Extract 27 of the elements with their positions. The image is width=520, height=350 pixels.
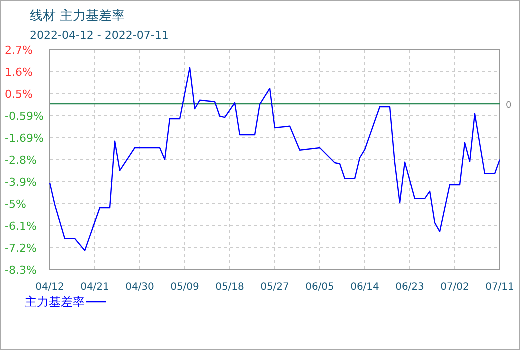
x-tick-label: 06/05 (306, 282, 334, 293)
x-tick-label: 07/02 (440, 282, 470, 293)
x-tick-label: 06/14 (350, 282, 380, 293)
x-tick-label: 07/11 (486, 282, 514, 293)
x-tick-label: 05/27 (260, 282, 290, 293)
x-tick-label: 04/21 (80, 282, 110, 293)
line-series (49, 67, 501, 252)
y-tick-label: -7.2% (5, 242, 37, 255)
legend-label: 主力基差率 (25, 295, 85, 309)
x-tick-label: 06/23 (396, 282, 424, 293)
y-tick-label: -3.9% (5, 176, 37, 189)
y-tick-label: -2.8% (5, 154, 37, 167)
y-tick-label: 2.7% (5, 44, 33, 57)
y-tick-label: -0.59% (5, 110, 44, 123)
x-tick-label: 04/30 (126, 282, 154, 293)
y-tick-label: -6.1% (5, 220, 37, 233)
y-tick-label: 1.6% (5, 66, 33, 79)
chart-subtitle: 2022-04-12 - 2022-07-11 (30, 29, 169, 42)
ref-line-label: 0 (506, 101, 512, 111)
x-tick-label: 05/09 (170, 282, 200, 293)
x-tick-label: 04/12 (36, 282, 64, 293)
x-tick-label: 05/18 (216, 282, 244, 293)
y-tick-label: -5% (5, 198, 26, 211)
y-tick-label: -8.3% (5, 264, 37, 277)
y-tick-label: 0.5% (5, 88, 33, 101)
y-tick-label: -1.69% (5, 132, 44, 145)
chart-title: 线材 主力基差率 (30, 8, 126, 24)
